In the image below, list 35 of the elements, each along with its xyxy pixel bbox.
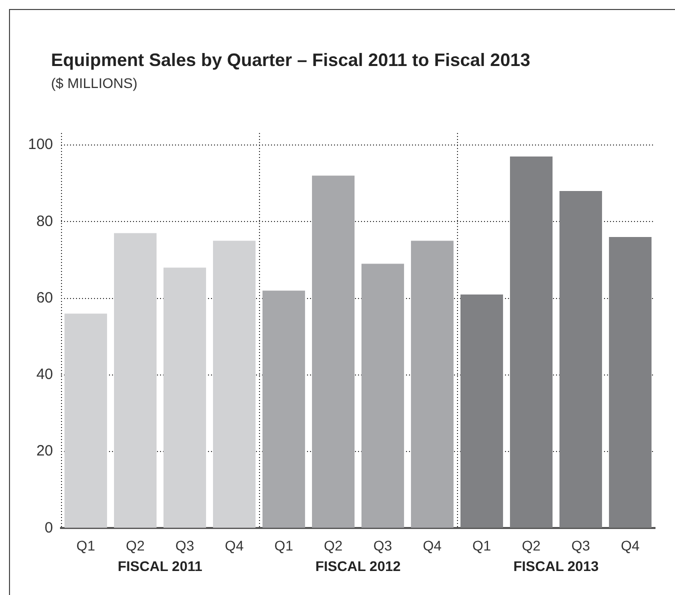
text: FISCAL 2012 — [315, 558, 401, 574]
y-tick-label: 100 — [28, 136, 54, 154]
bar — [510, 156, 553, 528]
x-tick-label: Q1 — [76, 537, 96, 554]
chart-subtitle: ($ MILLIONS) — [51, 75, 138, 91]
y-tick-label: 80 — [36, 212, 54, 230]
x-tick-label: Q3 — [571, 537, 590, 554]
bar — [460, 294, 504, 528]
bar — [212, 240, 256, 528]
x-tick-label: Q2 — [126, 537, 145, 554]
y-tick-label: 40 — [36, 366, 54, 384]
x-tick-label: Q4 — [620, 537, 640, 554]
x-tick-label: Q3 — [175, 537, 194, 554]
bar — [410, 240, 454, 528]
bar — [114, 233, 157, 528]
bar — [559, 190, 602, 528]
y-tick-label: 0 — [44, 519, 54, 536]
bar — [361, 264, 404, 528]
text: FISCAL 2011 — [118, 558, 203, 574]
x-tick-label: Q3 — [373, 537, 392, 554]
chart-title: Equipment Sales by Quarter – Fiscal 2011 to Fiscal 2013 — [51, 50, 530, 71]
bar — [312, 176, 355, 528]
bar — [163, 268, 206, 528]
x-tick-label: Q4 — [422, 537, 442, 554]
bar — [262, 290, 306, 528]
x-tick-label: Q1 — [472, 537, 492, 554]
x-tick-label: Q2 — [522, 537, 541, 554]
x-tick-label: Q4 — [224, 537, 244, 554]
y-tick-label: 60 — [36, 289, 54, 306]
x-tick-label: Q2 — [324, 537, 343, 554]
x-tick-label: Q1 — [274, 537, 294, 554]
text: FISCAL 2013 — [513, 558, 599, 574]
bar — [608, 236, 652, 528]
y-tick-label: 20 — [36, 442, 54, 460]
bar — [64, 314, 108, 528]
